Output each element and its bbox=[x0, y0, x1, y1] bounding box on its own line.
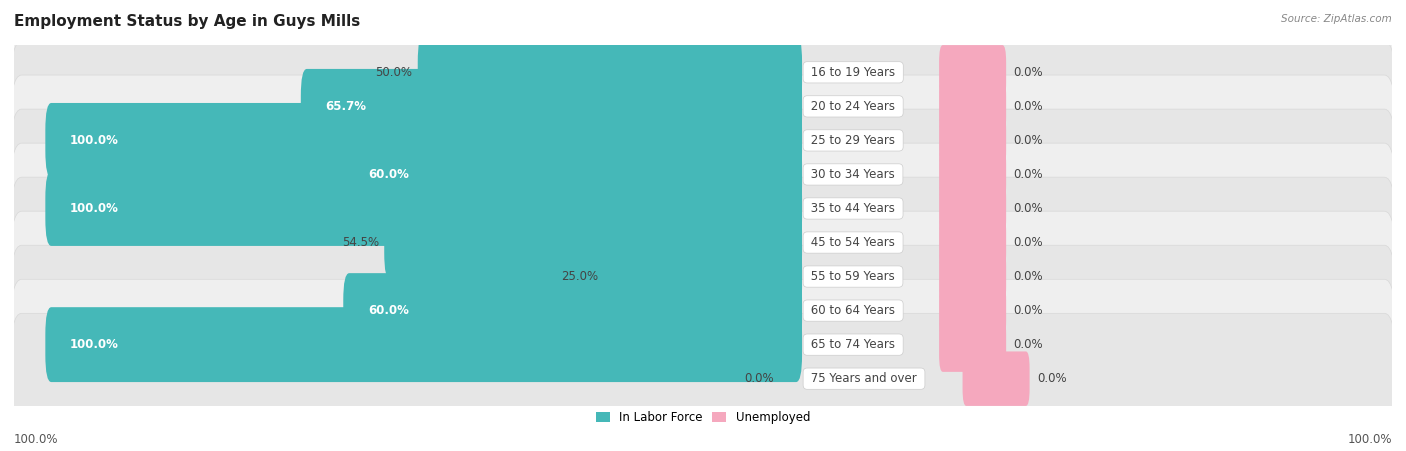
Text: 45 to 54 Years: 45 to 54 Years bbox=[807, 236, 898, 249]
FancyBboxPatch shape bbox=[10, 279, 1396, 410]
FancyBboxPatch shape bbox=[939, 318, 1007, 372]
Text: 25 to 29 Years: 25 to 29 Years bbox=[807, 134, 898, 147]
FancyBboxPatch shape bbox=[343, 137, 801, 212]
Text: 75 Years and over: 75 Years and over bbox=[807, 372, 921, 385]
Text: 65 to 74 Years: 65 to 74 Years bbox=[807, 338, 898, 351]
Text: 20 to 24 Years: 20 to 24 Years bbox=[807, 100, 898, 113]
FancyBboxPatch shape bbox=[10, 41, 1396, 172]
FancyBboxPatch shape bbox=[939, 181, 1007, 236]
Text: 0.0%: 0.0% bbox=[1014, 168, 1043, 181]
Text: 60.0%: 60.0% bbox=[368, 168, 409, 181]
Text: 0.0%: 0.0% bbox=[1014, 134, 1043, 147]
Text: 0.0%: 0.0% bbox=[1014, 304, 1043, 317]
FancyBboxPatch shape bbox=[963, 351, 1029, 406]
FancyBboxPatch shape bbox=[939, 113, 1007, 168]
Text: Employment Status by Age in Guys Mills: Employment Status by Age in Guys Mills bbox=[14, 14, 360, 28]
Text: 35 to 44 Years: 35 to 44 Years bbox=[807, 202, 898, 215]
Text: 0.0%: 0.0% bbox=[1014, 236, 1043, 249]
Text: 0.0%: 0.0% bbox=[1014, 100, 1043, 113]
FancyBboxPatch shape bbox=[418, 35, 801, 110]
FancyBboxPatch shape bbox=[10, 245, 1396, 376]
FancyBboxPatch shape bbox=[10, 75, 1396, 206]
FancyBboxPatch shape bbox=[10, 177, 1396, 308]
FancyBboxPatch shape bbox=[10, 313, 1396, 444]
FancyBboxPatch shape bbox=[45, 103, 801, 178]
Text: 25.0%: 25.0% bbox=[561, 270, 599, 283]
Text: Source: ZipAtlas.com: Source: ZipAtlas.com bbox=[1281, 14, 1392, 23]
Text: 100.0%: 100.0% bbox=[14, 433, 59, 446]
FancyBboxPatch shape bbox=[10, 7, 1396, 138]
Text: 55 to 59 Years: 55 to 59 Years bbox=[807, 270, 898, 283]
Text: 65.7%: 65.7% bbox=[325, 100, 367, 113]
Text: 54.5%: 54.5% bbox=[342, 236, 380, 249]
Text: 100.0%: 100.0% bbox=[70, 134, 118, 147]
Text: 0.0%: 0.0% bbox=[1014, 66, 1043, 79]
Text: 60 to 64 Years: 60 to 64 Years bbox=[807, 304, 898, 317]
FancyBboxPatch shape bbox=[939, 249, 1007, 304]
FancyBboxPatch shape bbox=[939, 147, 1007, 202]
Text: 30 to 34 Years: 30 to 34 Years bbox=[807, 168, 898, 181]
FancyBboxPatch shape bbox=[10, 211, 1396, 342]
FancyBboxPatch shape bbox=[605, 239, 801, 314]
Text: 100.0%: 100.0% bbox=[70, 202, 118, 215]
Legend: In Labor Force, Unemployed: In Labor Force, Unemployed bbox=[591, 406, 815, 429]
FancyBboxPatch shape bbox=[45, 171, 801, 246]
Text: 100.0%: 100.0% bbox=[70, 338, 118, 351]
FancyBboxPatch shape bbox=[384, 205, 801, 280]
Text: 0.0%: 0.0% bbox=[1014, 270, 1043, 283]
FancyBboxPatch shape bbox=[301, 69, 801, 144]
FancyBboxPatch shape bbox=[10, 109, 1396, 240]
FancyBboxPatch shape bbox=[939, 283, 1007, 338]
FancyBboxPatch shape bbox=[45, 307, 801, 382]
Text: 0.0%: 0.0% bbox=[1038, 372, 1067, 385]
FancyBboxPatch shape bbox=[939, 79, 1007, 133]
Text: 0.0%: 0.0% bbox=[744, 372, 773, 385]
FancyBboxPatch shape bbox=[939, 45, 1007, 100]
Text: 100.0%: 100.0% bbox=[1347, 433, 1392, 446]
Text: 50.0%: 50.0% bbox=[375, 66, 412, 79]
Text: 60.0%: 60.0% bbox=[368, 304, 409, 317]
FancyBboxPatch shape bbox=[343, 273, 801, 348]
FancyBboxPatch shape bbox=[10, 143, 1396, 274]
FancyBboxPatch shape bbox=[939, 215, 1007, 270]
Text: 0.0%: 0.0% bbox=[1014, 338, 1043, 351]
Text: 0.0%: 0.0% bbox=[1014, 202, 1043, 215]
Text: 16 to 19 Years: 16 to 19 Years bbox=[807, 66, 900, 79]
